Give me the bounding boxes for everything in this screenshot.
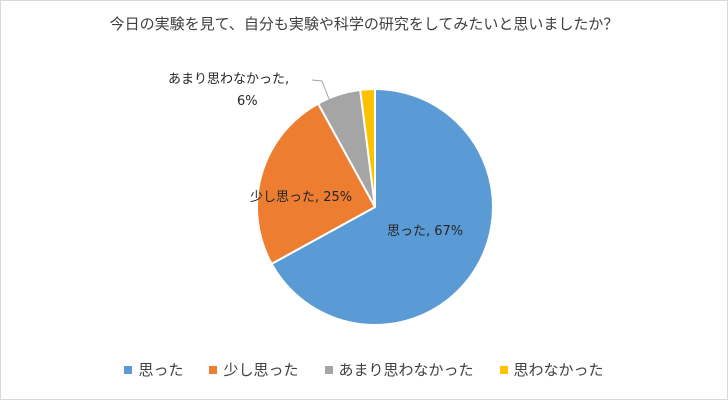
legend-label: 思った [138,361,184,379]
data-label-sukoshi: 少し思った, 25% [250,190,352,205]
slice-sukoshi-omotta [256,102,377,266]
legend-swatch [324,365,333,374]
data-label-omotta: 思った, 67% [387,224,463,239]
slice-omotta [270,87,494,326]
legend-item-omowanakatta: 思わなかった [499,359,604,380]
leader-line [311,79,332,105]
legend-swatch [209,365,218,374]
legend-item-omotta: 思った [124,359,183,380]
legend-label: 少し思った [223,361,299,379]
legend-item-sukoshi: 少し思った [209,359,299,380]
legend-label: 思わなかった [513,361,604,379]
slice-omowanakatta [359,87,376,208]
legend-item-amari: あまり思わなかった [324,359,474,380]
legend: 思った 少し思った あまり思わなかった 思わなかった [1,359,727,380]
legend-swatch [124,365,133,374]
chart-title: 今日の実験を見て、自分も実験や科学の研究をしてみたいと思いましたか？ [109,15,619,33]
legend-label: あまり思わなかった [338,361,474,379]
legend-swatch [499,365,508,374]
data-label-amari-percent: 6% [237,94,258,109]
data-label-amari: あまり思わなかった, [168,72,289,87]
